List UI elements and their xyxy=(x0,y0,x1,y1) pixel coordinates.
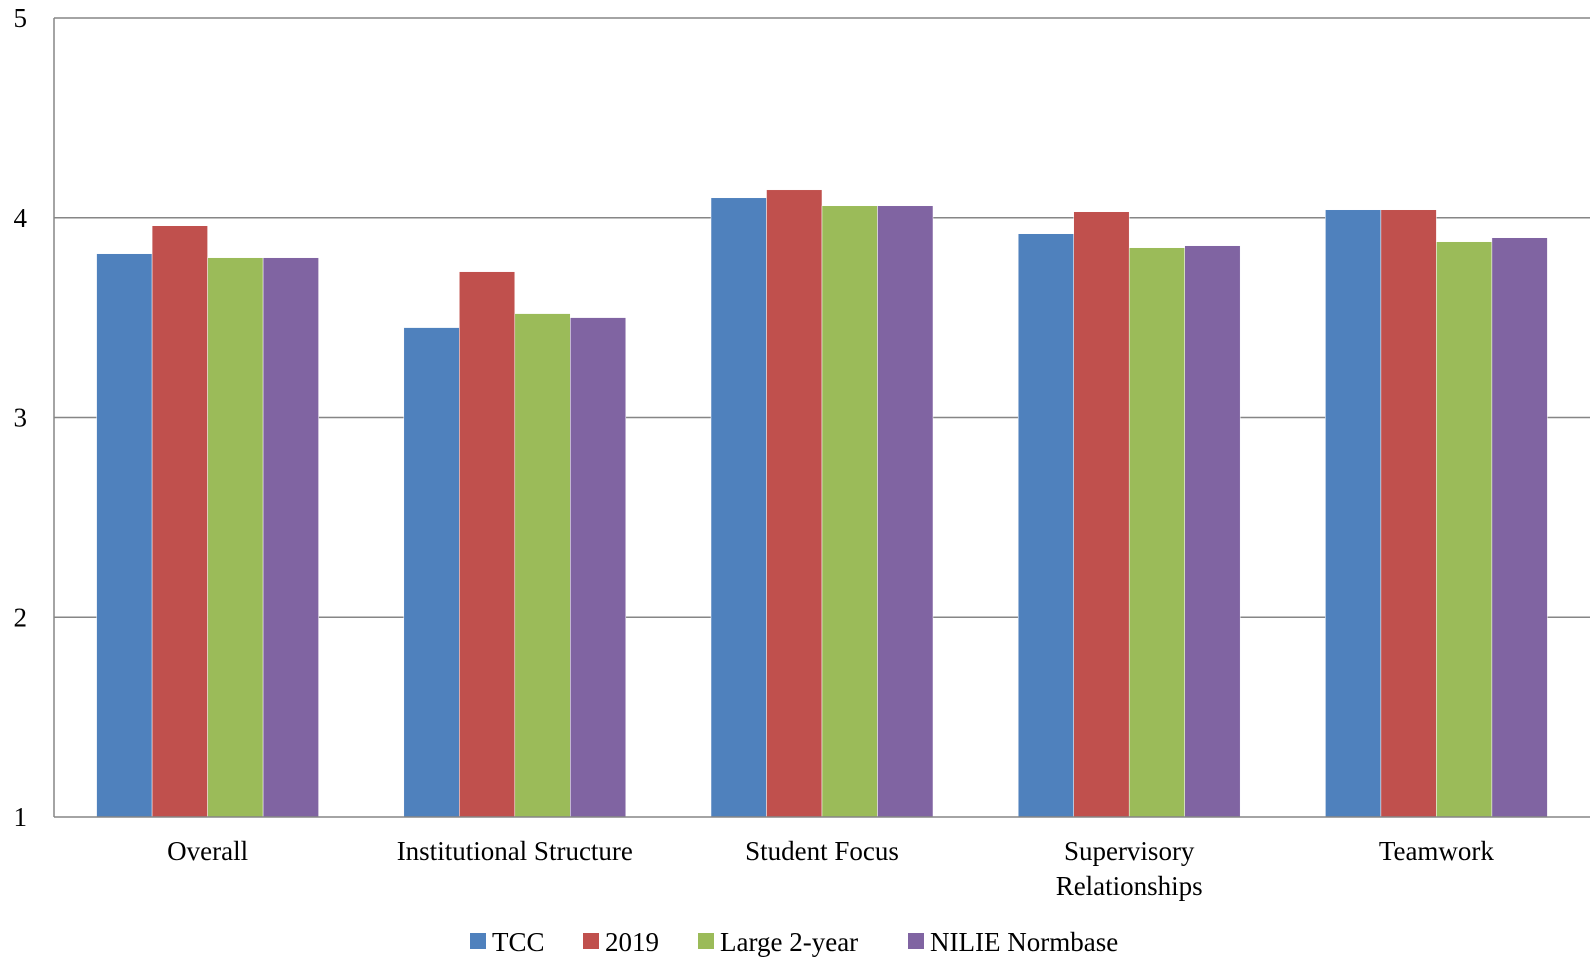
category-labels: Overall Institutional Structure Student Fo… xyxy=(167,836,1494,901)
category-label: Overall xyxy=(167,836,248,866)
legend-label-large-2-year: Large 2-year xyxy=(720,927,858,957)
bar-nilie-normbase-0 xyxy=(262,257,319,818)
legend-label-tcc: TCC xyxy=(492,927,545,957)
legend: TCC 2019 Large 2-year NILIE Normbase xyxy=(470,927,1118,957)
y-tick-label: 1 xyxy=(14,802,28,832)
bar-2019-4 xyxy=(1380,209,1437,818)
category-label: Institutional Structure xyxy=(397,836,633,866)
bar-nilie-normbase-2 xyxy=(877,205,934,818)
bar-large-2-year-1 xyxy=(514,313,571,818)
legend-label-nilie-normbase: NILIE Normbase xyxy=(930,927,1118,957)
category-label: Student Focus xyxy=(745,836,899,866)
y-tick-label: 4 xyxy=(14,203,28,233)
bar-tcc-4 xyxy=(1325,209,1382,818)
bar-nilie-normbase-3 xyxy=(1184,245,1241,818)
bar-large-2-year-4 xyxy=(1436,241,1493,818)
bar-2019-3 xyxy=(1073,211,1130,818)
bar-2019-0 xyxy=(151,225,208,818)
bar-large-2-year-0 xyxy=(207,257,264,818)
bars xyxy=(96,189,1548,818)
y-tick-label: 5 xyxy=(14,3,28,33)
legend-swatch-large-2-year xyxy=(698,933,714,949)
legend-label-2019: 2019 xyxy=(605,927,659,957)
bar-tcc-2 xyxy=(710,197,767,818)
bar-large-2-year-2 xyxy=(821,205,878,818)
y-tick-labels: 1 2 3 4 5 xyxy=(14,3,28,832)
bar-tcc-1 xyxy=(403,327,460,818)
axes xyxy=(53,18,1590,818)
bar-large-2-year-3 xyxy=(1128,247,1185,818)
category-label: Supervisory Relationships xyxy=(1056,836,1203,901)
y-tick-label: 3 xyxy=(14,403,28,433)
legend-swatch-tcc xyxy=(470,933,486,949)
bar-tcc-0 xyxy=(96,253,153,818)
bar-2019-2 xyxy=(766,189,823,818)
legend-swatch-nilie-normbase xyxy=(908,933,924,949)
bar-tcc-3 xyxy=(1017,233,1074,818)
bar-2019-1 xyxy=(459,271,516,818)
category-label: Teamwork xyxy=(1379,836,1495,866)
y-tick-label: 2 xyxy=(14,602,28,632)
legend-swatch-2019 xyxy=(583,933,599,949)
bar-nilie-normbase-4 xyxy=(1491,237,1548,818)
bar-nilie-normbase-1 xyxy=(570,317,627,818)
